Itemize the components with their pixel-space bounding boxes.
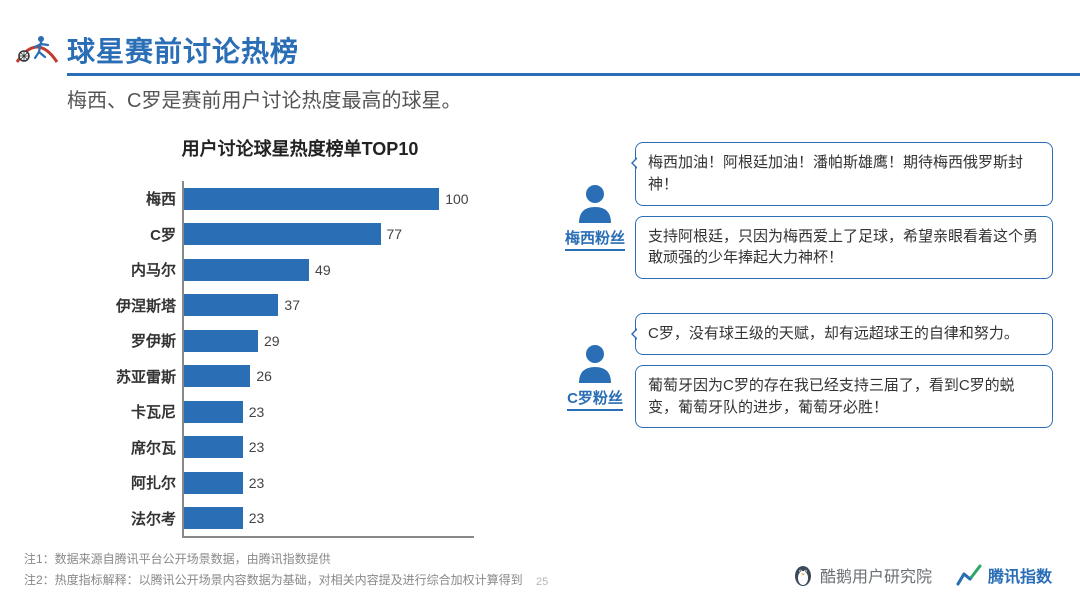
bar-track: 100 [184,181,474,217]
header-rule [67,73,1080,76]
page-number: 25 [536,576,548,588]
bar-value: 23 [249,510,265,526]
bar [184,365,250,387]
fan-block: 梅西粉丝梅西加油！阿根廷加油！潘帕斯雄鹰！期待梅西俄罗斯封神！ 支持阿根廷，只因为… [555,142,1053,289]
bar-label: 阿扎尔 [90,472,182,493]
bar-track: 49 [184,252,474,288]
bar [184,223,381,245]
footnote-1: 注1：数据来源自腾讯平台公开场景数据，由腾讯指数提供 [24,549,523,569]
speech-bubble: 支持阿根廷，只因为梅西爱上了足球，希望亲眼看着这个勇敢顽强的少年捧起大力神杯！ [635,216,1053,280]
bar-label: C罗 [90,224,182,245]
bar-label: 伊涅斯塔 [90,295,182,316]
bar-row: 内马尔 49 [90,252,510,288]
brand-kuge-text: 酷鹅用户研究院 [820,563,932,587]
bar [184,188,439,210]
bar-track: 23 [184,501,474,537]
bar-track: 37 [184,288,474,324]
fan-block: C罗粉丝 C罗，没有球王级的天赋，却有远超球王的自律和努力。葡萄牙因为C罗的存在我… [555,313,1053,438]
bar-value: 26 [256,368,272,384]
bar-track: 77 [184,217,474,253]
speech-bubble: 葡萄牙因为C罗的存在我已经支持三届了，看到C罗的蜕变，葡萄牙队的进步，葡萄牙必胜… [635,365,1053,429]
bar-track: 23 [184,430,474,466]
speech-bubble: 梅西加油！阿根廷加油！潘帕斯雄鹰！期待梅西俄罗斯封神！ [635,142,1053,206]
bar-value: 100 [445,191,468,207]
bar-label: 卡瓦尼 [90,401,182,422]
bar-row: C罗 77 [90,217,510,253]
bar-label: 梅西 [90,188,182,209]
fan-identity: C罗粉丝 [555,313,635,438]
bar-label: 苏亚雷斯 [90,366,182,387]
bar-row: 罗伊斯 29 [90,323,510,359]
fan-quotes-section: 梅西粉丝梅西加油！阿根廷加油！潘帕斯雄鹰！期待梅西俄罗斯封神！ 支持阿根廷，只因为… [555,142,1053,462]
brand-kuge: 酷鹅用户研究院 [792,562,932,588]
bar-value: 29 [264,333,280,349]
fan-identity: 梅西粉丝 [555,142,635,289]
chart-x-axis [182,536,474,538]
bar [184,294,278,316]
bar-label: 内马尔 [90,259,182,280]
bar [184,259,309,281]
speech-bubble: C罗，没有球王级的天赋，却有远超球王的自律和努力。 [635,313,1053,355]
bar-label: 法尔考 [90,508,182,529]
fan-name: C罗粉丝 [567,387,623,411]
bar-value: 37 [284,297,300,313]
bar-value: 77 [387,226,403,242]
brand-tencent-text: 腾讯指数 [988,563,1052,587]
footnotes: 注1：数据来源自腾讯平台公开场景数据，由腾讯指数提供 注2：热度指标解释：以腾讯… [24,549,523,590]
page-subtitle: 梅西、C罗是赛前用户讨论热度最高的球星。 [67,84,461,113]
bar-value: 23 [249,475,265,491]
brand-tencent-index: 腾讯指数 [956,563,1052,587]
avatar-icon [574,341,616,383]
bar-row: 法尔考 23 [90,501,510,537]
bar-row: 苏亚雷斯 26 [90,359,510,395]
bar [184,472,243,494]
footer-brands: 酷鹅用户研究院 腾讯指数 [792,562,1052,588]
bar [184,436,243,458]
bar-track: 26 [184,359,474,395]
bar-label: 席尔瓦 [90,437,182,458]
fan-name: 梅西粉丝 [565,227,625,251]
bar-row: 卡瓦尼 23 [90,394,510,430]
bar-value: 49 [315,262,331,278]
bar-value: 23 [249,439,265,455]
index-icon [956,564,982,586]
bar-chart: 用户讨论球星热度榜单TOP10 梅西 100 C罗 77 内马尔 49 伊涅斯塔 37 罗伊斯 2… [90,135,510,538]
chart-title: 用户讨论球星热度榜单TOP10 [90,135,510,161]
bar-row: 阿扎尔 23 [90,465,510,501]
header-logo-icon [15,22,59,66]
bubble-group: C罗，没有球王级的天赋，却有远超球王的自律和努力。葡萄牙因为C罗的存在我已经支持… [635,313,1053,438]
page-title: 球星赛前讨论热榜 [67,30,299,70]
bar [184,401,243,423]
footnote-2: 注2：热度指标解释：以腾讯公开场景内容数据为基础，对相关内容提及进行综合加权计算… [24,570,523,590]
bar-row: 席尔瓦 23 [90,430,510,466]
bar-row: 梅西 100 [90,181,510,217]
bar [184,330,258,352]
bar-track: 23 [184,465,474,501]
bubble-group: 梅西加油！阿根廷加油！潘帕斯雄鹰！期待梅西俄罗斯封神！ 支持阿根廷，只因为梅西爱上… [635,142,1053,289]
penguin-icon [792,562,814,588]
bar [184,507,243,529]
avatar-icon [574,181,616,223]
bar-row: 伊涅斯塔 37 [90,288,510,324]
bar-value: 23 [249,404,265,420]
bar-label: 罗伊斯 [90,330,182,351]
bar-track: 23 [184,394,474,430]
bar-track: 29 [184,323,474,359]
